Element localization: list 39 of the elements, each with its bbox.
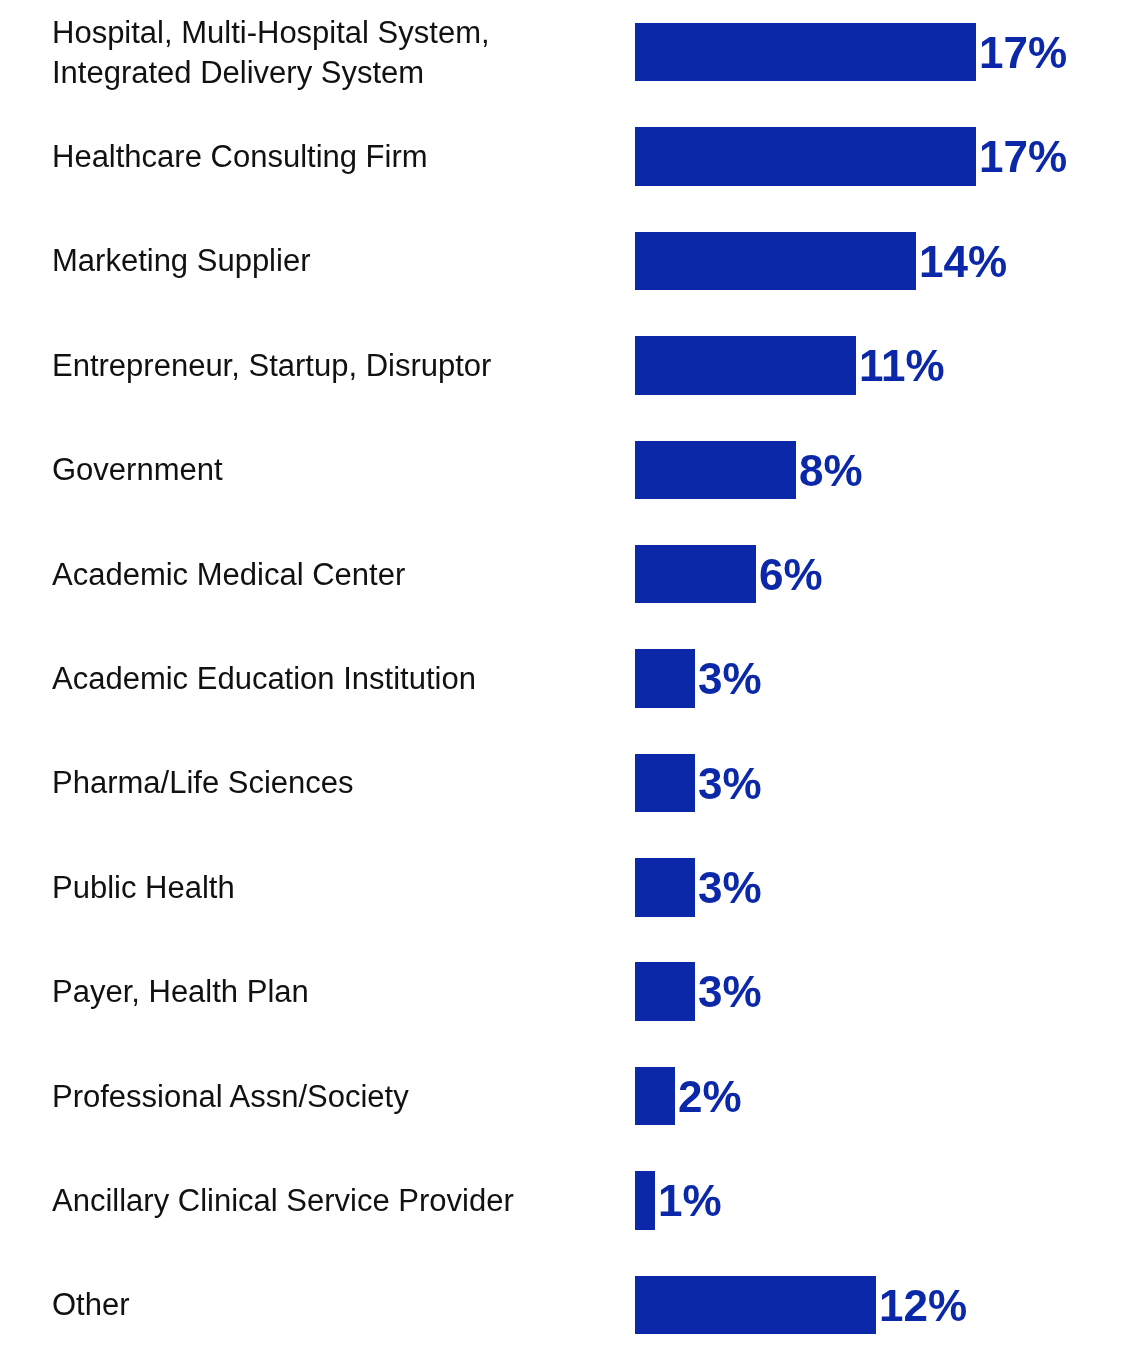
- bar: [635, 1171, 655, 1230]
- bar: [635, 127, 976, 186]
- y-tick-label: Pharma/Life Sciences: [52, 765, 354, 800]
- bar: [635, 545, 756, 603]
- data-label: 6%: [759, 549, 823, 599]
- y-tick-label: Professional Assn/Society: [52, 1079, 410, 1114]
- bar: [635, 858, 695, 917]
- y-tick-label: Ancillary Clinical Service Provider: [52, 1183, 514, 1218]
- bar: [635, 23, 976, 81]
- data-label: 14%: [919, 236, 1008, 286]
- bar: [635, 1067, 675, 1125]
- bar: [635, 336, 856, 395]
- data-label: 17%: [979, 27, 1068, 77]
- y-tick-label: Other: [52, 1287, 130, 1322]
- bar: [635, 232, 916, 290]
- data-label: 11%: [859, 341, 945, 390]
- data-label: 2%: [678, 1071, 742, 1121]
- bar: [635, 1276, 876, 1334]
- data-label: 8%: [799, 445, 863, 495]
- bar: [635, 649, 695, 708]
- y-tick-label: Marketing Supplier: [52, 243, 311, 278]
- y-tick-label: Academic Education Institution: [52, 661, 476, 696]
- data-label: 3%: [698, 758, 762, 808]
- data-label: 17%: [979, 132, 1068, 181]
- bar: [635, 754, 695, 812]
- y-tick-label: Public Health: [52, 870, 235, 905]
- y-tick-label: Healthcare Consulting Firm: [52, 139, 428, 174]
- data-label: 12%: [879, 1280, 968, 1330]
- bar: [635, 962, 695, 1021]
- y-tick-label: Academic Medical Center: [52, 557, 406, 592]
- bar: [635, 441, 796, 499]
- data-label: 3%: [698, 654, 762, 703]
- y-tick-label: Government: [52, 452, 223, 487]
- data-label: 1%: [658, 1176, 722, 1225]
- data-label: 3%: [698, 863, 762, 912]
- y-tick-label: Payer, Health Plan: [52, 974, 309, 1009]
- data-label: 3%: [698, 967, 762, 1016]
- y-tick-label: Entrepreneur, Startup, Disruptor: [52, 348, 492, 383]
- y-tick-label: Hospital, Multi-Hospital System, Integrated Delivery System: [52, 15, 490, 91]
